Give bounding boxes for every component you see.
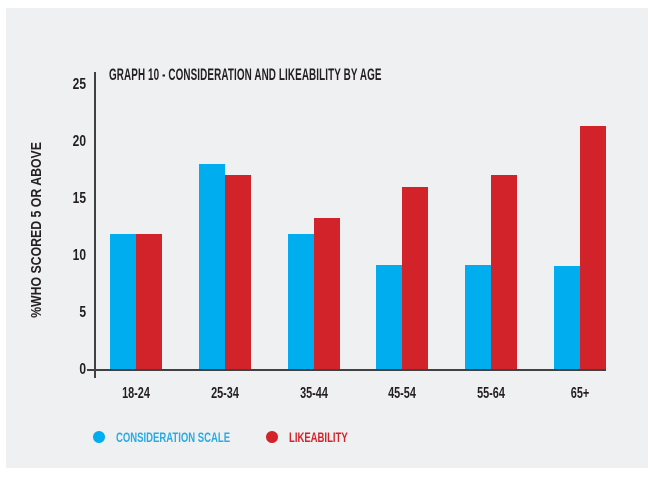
bar-consideration-18-24 <box>110 234 136 371</box>
y-tick-label: 10 <box>72 247 86 264</box>
chart-title: GRAPH 10 - CONSIDERATION AND LIKEABILITY… <box>109 65 382 84</box>
x-tick-label: 25-34 <box>210 385 239 402</box>
x-tick-label: 55-64 <box>477 385 506 402</box>
y-tick-label: 0 <box>79 361 86 378</box>
bar-likeability-45-54 <box>402 187 429 371</box>
bar-consideration-35-44 <box>287 234 314 371</box>
bar-consideration-45-54 <box>376 264 403 371</box>
y-axis-line <box>94 72 96 378</box>
y-axis-label: %WHO SCORED 5 OR ABOVE <box>28 142 45 318</box>
y-tick-label: 20 <box>72 133 86 150</box>
bar-consideration-65+ <box>554 266 580 371</box>
legend: CONSIDERATION SCALE LIKEABILITY <box>93 429 375 445</box>
x-tick-label: 45-54 <box>388 385 417 402</box>
bar-consideration-55-64 <box>465 264 492 371</box>
legend-label-likeability: LIKEABILITY <box>289 429 348 445</box>
y-tick-label: 15 <box>72 190 86 207</box>
bar-likeability-18-24 <box>136 234 162 371</box>
bar-likeability-65+ <box>580 125 606 371</box>
x-tick-label: 18-24 <box>122 385 150 402</box>
y-tick-label: 5 <box>79 304 86 321</box>
bar-likeability-35-44 <box>313 218 340 371</box>
y-tick-label: 25 <box>72 76 86 93</box>
bar-likeability-55-64 <box>491 174 518 371</box>
legend-label-consideration: CONSIDERATION SCALE <box>116 429 231 445</box>
x-axis-line <box>87 369 606 371</box>
x-tick-label: 65+ <box>570 385 590 402</box>
likeability-legend-dot-icon <box>266 431 278 443</box>
x-tick-label: 35-44 <box>299 385 328 402</box>
bar-consideration-25-34 <box>198 163 225 371</box>
bar-likeability-25-34 <box>224 174 251 371</box>
consideration-legend-dot-icon <box>93 431 105 443</box>
